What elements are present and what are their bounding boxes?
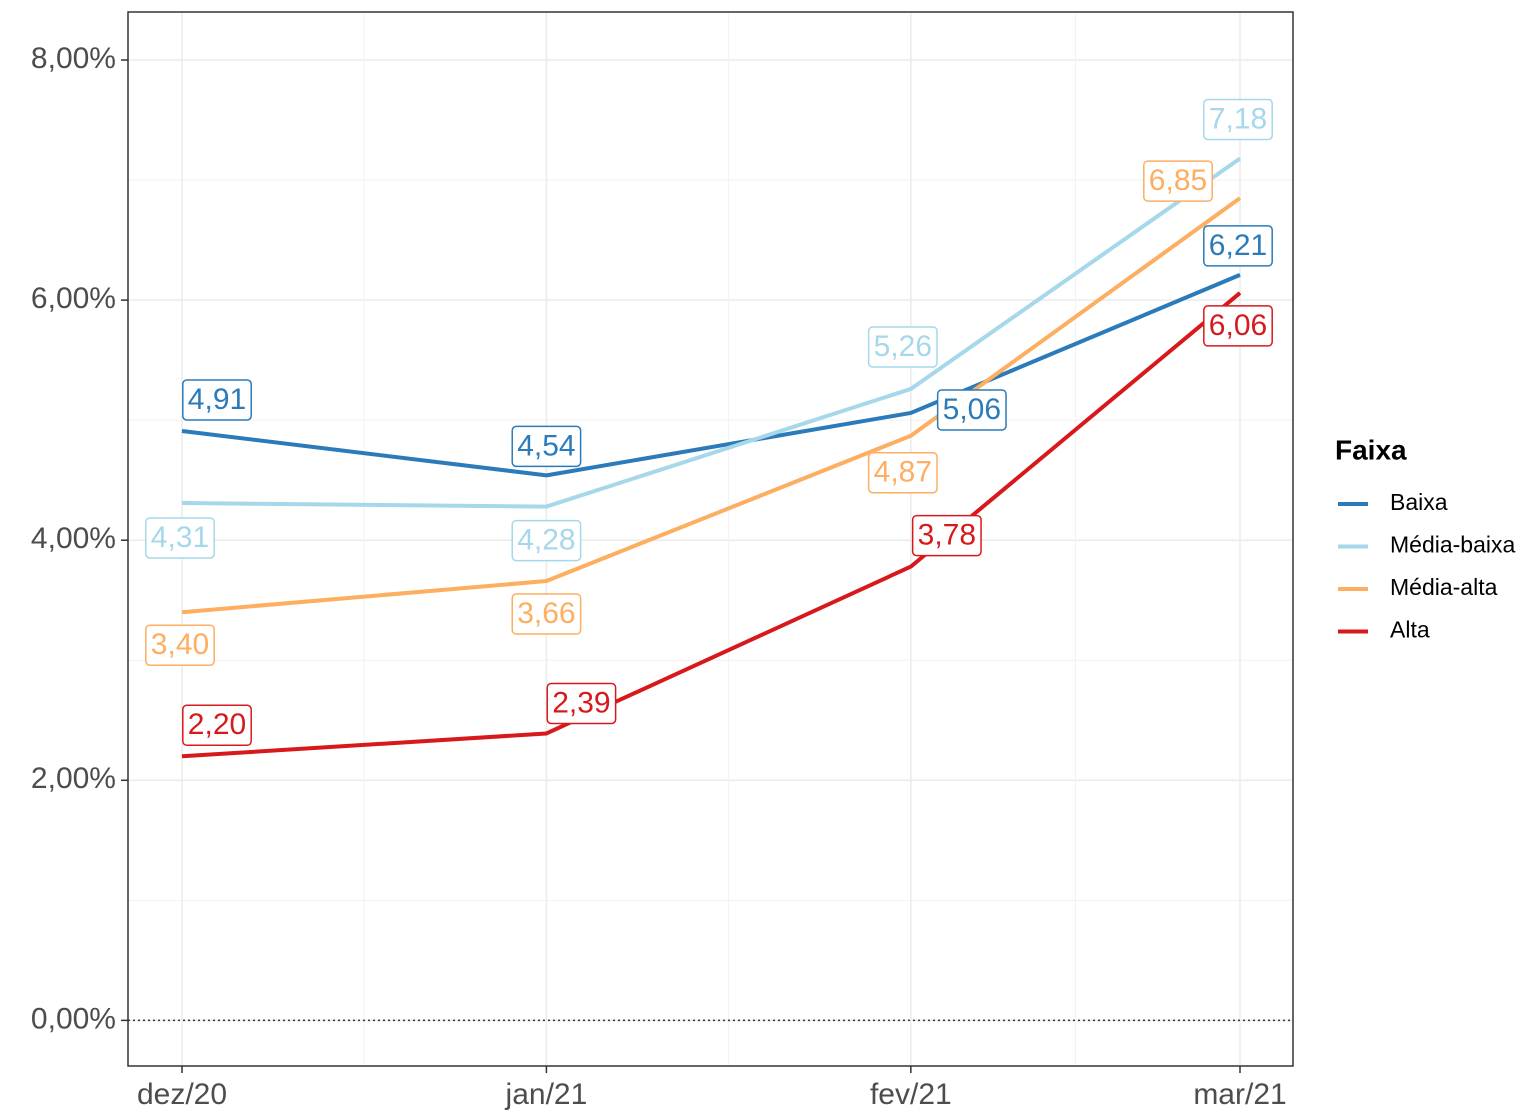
label-box bbox=[546, 682, 617, 725]
value-label: 4,31 bbox=[145, 517, 215, 559]
label-box bbox=[145, 624, 215, 666]
legend-label: Média-alta bbox=[1390, 574, 1498, 600]
value-label-text: 2,39 bbox=[552, 686, 610, 719]
value-labels: 4,91 4,54 5,06 6,21 4,31 4,28 5,26 7,18 3,40 3,66… bbox=[145, 98, 1273, 747]
value-label: 5,06 bbox=[936, 389, 1007, 431]
value-label: 7,18 bbox=[1203, 98, 1273, 141]
lines bbox=[181, 156, 1242, 759]
label-box bbox=[867, 326, 938, 368]
value-label-text: 4,54 bbox=[517, 429, 575, 462]
value-label: 3,78 bbox=[911, 514, 982, 557]
value-label: 4,54 bbox=[511, 425, 582, 468]
value-label-text: 3,66 bbox=[517, 597, 575, 630]
value-label-text: 6,21 bbox=[1209, 229, 1267, 262]
legend-title: Faixa bbox=[1335, 434, 1407, 465]
label-box bbox=[1143, 160, 1213, 202]
y-tick-label: 4,00% bbox=[31, 522, 116, 555]
value-label: 6,21 bbox=[1203, 225, 1273, 267]
x-tick-label: fev/21 bbox=[870, 1078, 952, 1111]
value-label-text: 2,20 bbox=[188, 708, 246, 741]
value-label: 5,26 bbox=[867, 326, 938, 368]
x-tick-label: mar/21 bbox=[1193, 1078, 1286, 1111]
label-box bbox=[145, 517, 215, 559]
y-tick-label: 0,00% bbox=[31, 1002, 116, 1035]
value-label-text: 4,31 bbox=[151, 521, 209, 554]
series-line bbox=[181, 196, 1242, 615]
y-tick-label: 6,00% bbox=[31, 282, 116, 315]
x-tick-label: jan/21 bbox=[505, 1078, 588, 1111]
value-label-text: 3,40 bbox=[151, 628, 209, 661]
value-label-text: 6,06 bbox=[1209, 309, 1267, 342]
value-label: 4,28 bbox=[511, 519, 582, 562]
value-label: 6,85 bbox=[1143, 160, 1213, 202]
value-label: 3,66 bbox=[511, 593, 582, 635]
value-label: 4,91 bbox=[182, 379, 252, 421]
value-label: 2,20 bbox=[182, 704, 252, 747]
legend-label: Média-baixa bbox=[1390, 532, 1515, 558]
value-label: 6,06 bbox=[1203, 305, 1273, 347]
value-label-text: 5,06 bbox=[943, 393, 1001, 426]
value-label-text: 3,78 bbox=[918, 519, 976, 552]
value-label-text: 4,91 bbox=[188, 383, 246, 416]
label-box bbox=[511, 425, 582, 468]
legend: Baixa Média-baixa Média-alta Alta bbox=[1338, 489, 1515, 643]
value-label-text: 6,85 bbox=[1149, 164, 1207, 197]
label-box bbox=[182, 379, 252, 421]
label-box bbox=[511, 519, 582, 562]
label-box bbox=[936, 389, 1007, 431]
y-tick-label: 2,00% bbox=[31, 762, 116, 795]
label-box bbox=[911, 514, 982, 557]
legend-label: Alta bbox=[1390, 617, 1430, 643]
series-line bbox=[181, 273, 1241, 478]
label-box bbox=[1203, 305, 1273, 347]
label-box bbox=[182, 704, 252, 747]
value-label: 3,40 bbox=[145, 624, 215, 666]
value-label: 2,39 bbox=[546, 682, 617, 725]
grid bbox=[128, 12, 1293, 1066]
label-box bbox=[511, 593, 582, 635]
label-box bbox=[1203, 98, 1273, 141]
series-line bbox=[181, 291, 1242, 759]
label-box bbox=[867, 452, 938, 494]
value-label-text: 5,26 bbox=[874, 330, 932, 363]
y-tick-label: 8,00% bbox=[31, 42, 116, 75]
value-label-text: 4,87 bbox=[874, 456, 932, 489]
panel-border bbox=[127, 11, 1294, 1067]
axes: 0,00% 2,00% 4,00% 6,00% 8,00% dez/20 jan/21 fev… bbox=[31, 42, 1287, 1111]
value-label-text: 7,18 bbox=[1209, 102, 1267, 135]
series-line bbox=[181, 156, 1242, 509]
label-box bbox=[1203, 225, 1273, 267]
x-tick-label: dez/20 bbox=[137, 1078, 227, 1111]
legend-label: Baixa bbox=[1390, 489, 1448, 515]
value-label: 4,87 bbox=[867, 452, 938, 494]
value-label-text: 4,28 bbox=[517, 524, 575, 557]
